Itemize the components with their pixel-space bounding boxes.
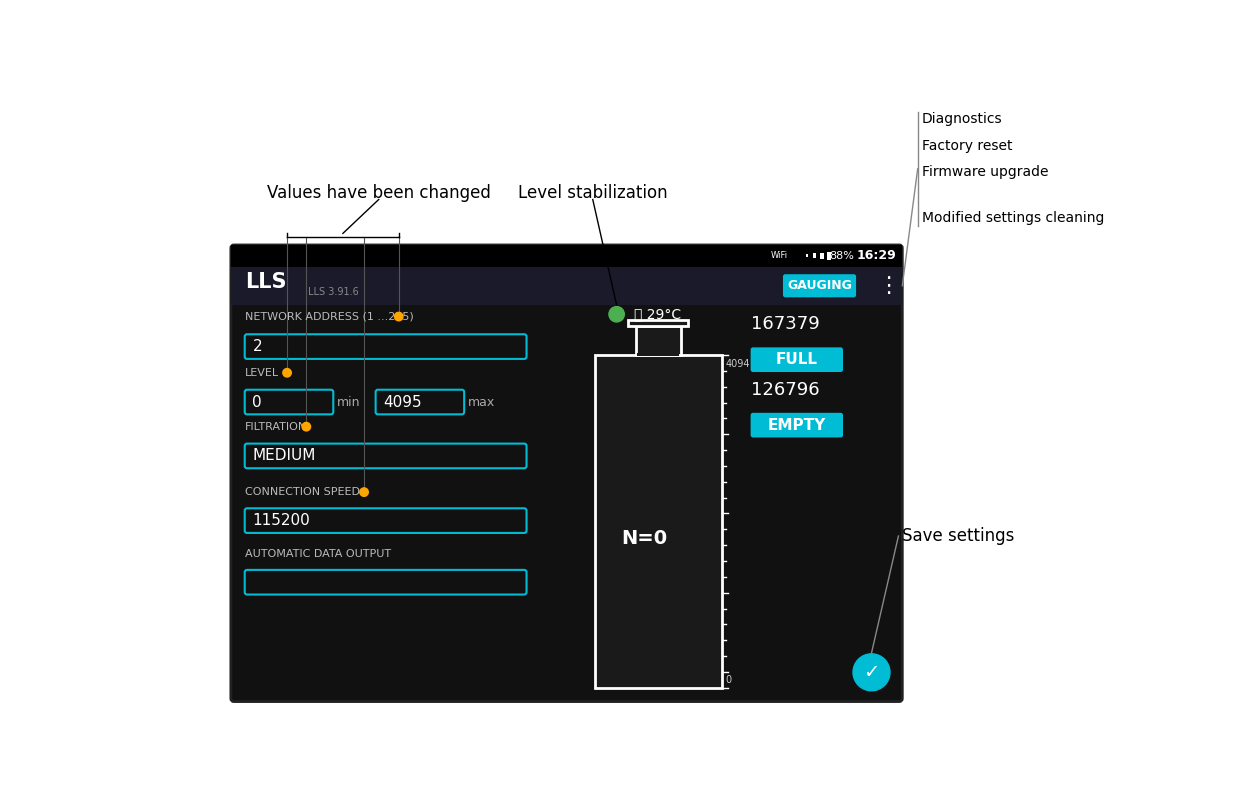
Text: CONNECTION SPEED: CONNECTION SPEED	[245, 487, 360, 497]
Text: max: max	[468, 396, 496, 408]
Bar	[637, 353, 679, 356]
Bar	[636, 325, 681, 355]
Text: 🌡 29°C: 🌡 29°C	[633, 307, 681, 322]
Text: min: min	[337, 396, 361, 408]
Text: Factory reset: Factory reset	[922, 139, 1012, 153]
FancyBboxPatch shape	[376, 389, 465, 414]
Text: 4094: 4094	[726, 359, 749, 369]
Text: Save settings: Save settings	[902, 527, 1014, 545]
Text: FULL: FULL	[776, 352, 818, 367]
Text: LEVEL: LEVEL	[245, 368, 279, 378]
Text: Diagnostics: Diagnostics	[922, 112, 1002, 126]
Text: ⋮: ⋮	[877, 276, 899, 295]
Text: LLS 3.91.6: LLS 3.91.6	[307, 287, 358, 297]
Circle shape	[610, 307, 624, 322]
FancyBboxPatch shape	[751, 413, 843, 438]
Text: ✓: ✓	[863, 663, 879, 682]
Text: 16:29: 16:29	[857, 249, 896, 262]
Text: EMPTY: EMPTY	[768, 418, 826, 433]
Text: 2: 2	[252, 339, 262, 354]
Circle shape	[360, 488, 368, 496]
Text: Level stabilization: Level stabilization	[518, 184, 667, 202]
Text: NETWORK ADDRESS (1 ...255): NETWORK ADDRESS (1 ...255)	[245, 311, 413, 322]
Text: 115200: 115200	[252, 514, 310, 528]
FancyBboxPatch shape	[783, 274, 856, 297]
Circle shape	[853, 654, 891, 690]
Text: AUTOMATIC DATA OUTPUT: AUTOMATIC DATA OUTPUT	[245, 549, 391, 559]
FancyBboxPatch shape	[245, 570, 527, 595]
Text: FILTRATION: FILTRATION	[245, 422, 307, 431]
Bar	[595, 355, 722, 688]
Text: GAUGING: GAUGING	[787, 279, 852, 292]
Text: 88%: 88%	[829, 250, 854, 261]
Bar	[827, 252, 832, 260]
Text: 0: 0	[726, 675, 732, 686]
Text: Firmware upgrade: Firmware upgrade	[922, 165, 1048, 179]
FancyBboxPatch shape	[245, 334, 527, 359]
Text: 4095: 4095	[383, 394, 422, 409]
Text: 126796: 126796	[751, 381, 819, 399]
Bar	[819, 253, 824, 259]
Bar	[231, 266, 902, 305]
Text: Values have been changed: Values have been changed	[267, 184, 491, 202]
Text: Modified settings cleaning: Modified settings cleaning	[922, 211, 1104, 225]
FancyBboxPatch shape	[245, 508, 527, 533]
Circle shape	[395, 312, 403, 321]
Bar	[231, 245, 902, 266]
FancyBboxPatch shape	[751, 348, 843, 372]
Circle shape	[302, 423, 311, 431]
Text: LLS: LLS	[245, 272, 286, 292]
Text: 0: 0	[252, 394, 262, 409]
FancyBboxPatch shape	[245, 444, 527, 468]
Text: 167379: 167379	[751, 315, 819, 333]
Text: WiFi: WiFi	[771, 251, 788, 260]
Bar	[806, 254, 808, 258]
Circle shape	[282, 368, 291, 377]
Bar	[813, 254, 816, 258]
Bar	[628, 320, 688, 325]
Text: MEDIUM: MEDIUM	[252, 449, 316, 464]
FancyBboxPatch shape	[245, 389, 333, 414]
Text: N=0: N=0	[622, 529, 668, 547]
FancyBboxPatch shape	[231, 245, 902, 702]
